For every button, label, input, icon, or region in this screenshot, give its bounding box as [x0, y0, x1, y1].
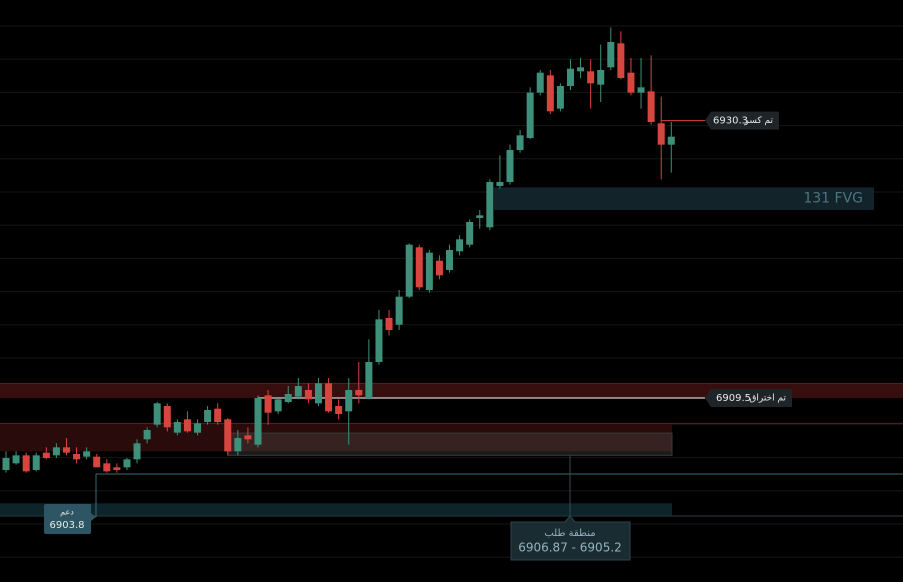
candle-body: [284, 394, 292, 402]
candle-body: [62, 447, 70, 453]
candle-body: [435, 260, 443, 276]
candle-body: [314, 383, 322, 404]
breakout-label: تم اختراق: [749, 394, 786, 404]
demand-label: منطقة طلب: [544, 528, 595, 539]
candle-body: [123, 459, 131, 468]
candle-body: [234, 438, 242, 452]
candle-body: [133, 443, 141, 460]
candle-body: [566, 68, 574, 86]
candle-body: [254, 398, 262, 445]
candle-body: [113, 467, 121, 470]
demand-zone: [227, 432, 673, 456]
candle-body: [365, 362, 373, 398]
candle-body: [93, 456, 101, 468]
candle-body: [143, 430, 151, 440]
candle-body: [83, 451, 91, 457]
candle-body: [22, 455, 30, 472]
candle-body: [657, 123, 665, 145]
candle-body: [204, 410, 212, 422]
candle-body: [325, 383, 333, 412]
candle-body: [466, 222, 474, 245]
candle-body: [637, 87, 645, 93]
candle-body: [264, 395, 272, 413]
candle-body: [194, 423, 202, 433]
candle-body: [2, 458, 10, 470]
candle-body: [183, 419, 191, 432]
candle-body: [173, 422, 181, 433]
candle-body: [52, 447, 60, 456]
candle-body: [163, 406, 171, 428]
candle-body: [516, 135, 524, 150]
fvg-label: 131 FVG: [803, 191, 863, 207]
candle-body: [617, 43, 625, 78]
candle-body: [647, 91, 655, 122]
candle-body: [12, 455, 20, 464]
candle-body: [153, 403, 161, 425]
candle-body: [294, 386, 302, 397]
candle-body: [73, 454, 81, 460]
support-label-box: [44, 504, 96, 534]
fvg-zone: [494, 187, 874, 210]
candle-body: [526, 92, 534, 138]
candle-body: [244, 435, 252, 440]
candle-body: [42, 452, 50, 458]
break-label-box: [705, 111, 779, 130]
candle-body: [536, 72, 544, 93]
candle-body: [506, 150, 514, 182]
candle-body: [214, 408, 222, 422]
demand-range: 6906.87 - 6905.2: [518, 541, 622, 555]
candle-body: [395, 296, 403, 325]
candle-body: [577, 67, 585, 72]
candle-body: [597, 70, 605, 85]
support-value: 6903.8: [50, 520, 85, 531]
candle-body: [304, 390, 312, 400]
break-label: تم كسر: [743, 116, 773, 126]
candle-body: [274, 399, 282, 412]
candle-body: [486, 182, 494, 228]
zone: [0, 503, 672, 516]
candle-body: [32, 455, 40, 470]
demand-label-box: [510, 515, 631, 561]
candle-body: [425, 252, 433, 290]
breakout-label-box: [705, 389, 792, 407]
candle-body: [103, 463, 111, 472]
candle-body: [667, 136, 675, 145]
candle-body: [355, 390, 363, 396]
candle-body: [546, 75, 554, 112]
candle-body: [446, 250, 454, 270]
candle-body: [627, 72, 635, 93]
candle-body: [415, 247, 423, 288]
candle-body: [335, 406, 343, 414]
candle-body: [476, 215, 484, 218]
candle-body: [556, 86, 564, 109]
candle-body: [496, 182, 504, 186]
candle-body: [607, 42, 615, 68]
breakout-value: 6909.5: [716, 393, 751, 404]
support-label: دعم: [60, 508, 74, 517]
candle-body: [587, 71, 595, 84]
candle-body: [456, 239, 464, 252]
candle-body: [345, 390, 353, 412]
zone: [0, 383, 903, 398]
candle-body: [224, 419, 232, 452]
candle-body: [375, 319, 383, 362]
zone: [0, 423, 672, 452]
break-value: 6930.3: [713, 116, 748, 127]
candle-body: [405, 244, 413, 297]
candle-body: [385, 318, 393, 330]
